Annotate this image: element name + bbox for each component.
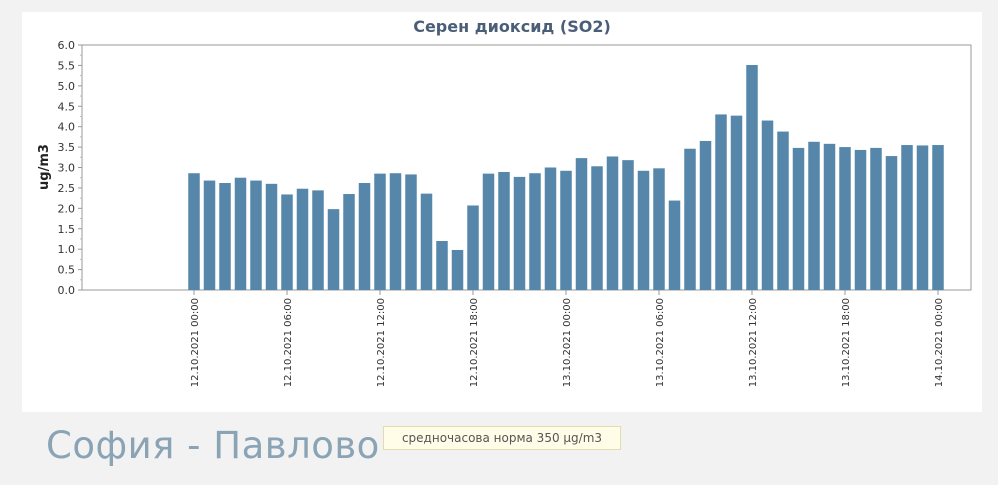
bar: [327, 209, 340, 290]
bar: [544, 167, 557, 290]
x-tick-label: 12.10.2021 06:00: [283, 298, 294, 387]
bar: [389, 173, 402, 290]
bar: [219, 183, 231, 290]
bar: [606, 156, 619, 290]
so2-bar-chart: Серен диоксид (SO2) ug/m3 0.0 0.5 1.0 1.5 2.…: [37, 17, 972, 387]
bar: [374, 173, 386, 291]
bar: [916, 145, 929, 290]
bar: [839, 147, 851, 290]
x-tick-label: 12.10.2021 18:00: [469, 298, 480, 387]
bar: [281, 194, 293, 290]
bar: [591, 166, 603, 290]
x-axis-ticks: 12.10.2021 00:00 12.10.2021 06:00 12.10.20…: [190, 290, 945, 387]
y-tick-label: 1.0: [58, 243, 76, 256]
bar: [358, 183, 371, 290]
bar: [482, 173, 495, 291]
y-tick-label: 6.0: [58, 39, 76, 52]
bar: [792, 147, 805, 290]
x-tick-label: 12.10.2021 12:00: [376, 298, 387, 387]
chart-title: Серен диоксид (SO2): [413, 17, 611, 36]
y-axis-ticks: 0.0 0.5 1.0 1.5 2.0 2.5 3.0 3.5 4.0 4.5 5.0 5.5 6.0: [58, 39, 82, 297]
y-tick-label: 3.5: [58, 141, 76, 154]
y-tick-label: 0.5: [58, 264, 76, 277]
bar: [529, 173, 541, 290]
bar: [575, 158, 588, 290]
y-tick-label: 5.5: [58, 59, 76, 72]
bar: [746, 65, 758, 290]
x-tick-label: 13.10.2021 12:00: [748, 298, 759, 387]
station-name: София - Павлово: [46, 424, 380, 467]
bar: [467, 205, 479, 290]
bar: [730, 115, 743, 290]
y-tick-label: 3.0: [58, 162, 76, 175]
bar: [777, 131, 789, 290]
bar: [420, 193, 433, 290]
bar: [312, 190, 324, 290]
bar: [498, 171, 510, 290]
x-tick-label: 13.10.2021 00:00: [562, 298, 573, 387]
bar: [808, 141, 820, 290]
y-tick-label: 2.0: [58, 202, 76, 215]
bar: [823, 143, 836, 290]
bar: [203, 180, 216, 290]
bar: [901, 145, 913, 290]
x-tick-label: 12.10.2021 00:00: [190, 298, 201, 387]
bar: [761, 120, 774, 290]
bar: [451, 249, 464, 290]
bar: [854, 149, 867, 290]
y-axis-label: ug/m3: [37, 144, 52, 190]
bar: [684, 148, 696, 290]
y-tick-label: 4.5: [58, 100, 76, 113]
bar: [265, 183, 278, 290]
bar: [296, 188, 309, 290]
bar: [405, 174, 417, 290]
x-tick-label: 13.10.2021 06:00: [655, 298, 666, 387]
y-tick-label: 4.0: [58, 121, 76, 134]
bar: [250, 180, 262, 290]
chart-panel: Серен диоксид (SO2) ug/m3 0.0 0.5 1.0 1.5 2.…: [22, 12, 982, 412]
bar: [870, 147, 882, 290]
bar: [932, 145, 944, 290]
bar: [622, 160, 634, 290]
y-tick-label: 5.0: [58, 80, 76, 93]
bar: [513, 176, 526, 290]
bar: [436, 241, 448, 290]
hourly-norm-note: средночасова норма 350 µg/m3: [383, 426, 621, 450]
bar: [885, 156, 898, 290]
y-tick-label: 1.5: [58, 223, 76, 236]
bar: [715, 114, 727, 290]
bar-series: [188, 65, 944, 291]
bar: [699, 140, 712, 290]
x-tick-label: 14.10.2021 00:00: [934, 298, 945, 387]
bar: [343, 194, 355, 290]
bar: [188, 173, 200, 290]
bar: [560, 170, 572, 290]
bar: [653, 168, 665, 290]
bar: [234, 177, 247, 290]
y-tick-label: 2.5: [58, 182, 76, 195]
bar: [637, 170, 650, 290]
plot-area: [81, 44, 972, 291]
bar: [668, 200, 681, 290]
x-tick-label: 13.10.2021 18:00: [841, 298, 852, 387]
y-tick-label: 0.0: [58, 284, 76, 297]
